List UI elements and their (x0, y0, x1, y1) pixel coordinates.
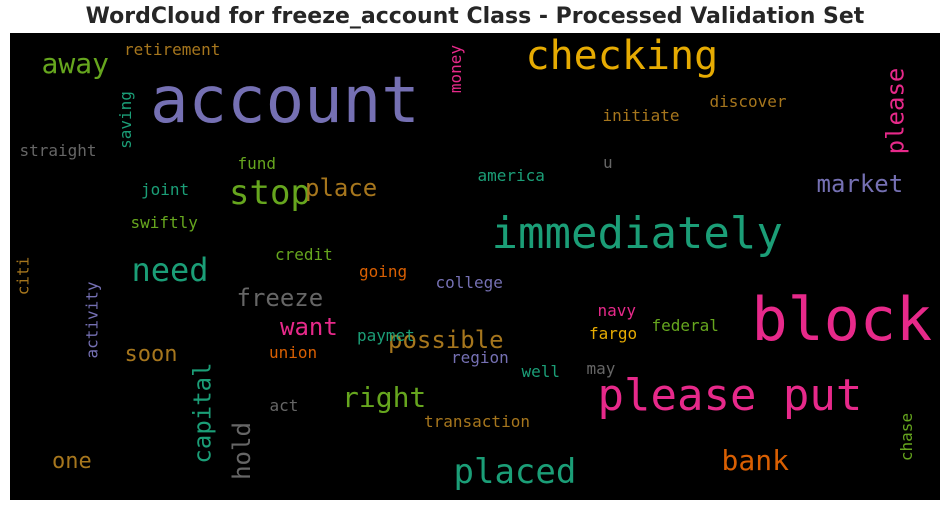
word-one: one (52, 449, 92, 474)
word-immediately: immediately (491, 208, 783, 259)
word-act: act (269, 396, 299, 415)
word-place: place (305, 174, 378, 202)
word-chase: chase (897, 412, 917, 462)
word-u: u (603, 153, 613, 172)
word-please-put: please put (597, 370, 863, 421)
word-block: block (751, 285, 933, 355)
word-placed: placed (453, 452, 577, 492)
word-may: may (586, 359, 616, 378)
word-well: well (521, 362, 561, 381)
word-retirement: retirement (124, 40, 221, 59)
word-paymet: paymet (357, 326, 415, 345)
word-stop: stop (229, 173, 311, 213)
word-america: america (477, 166, 545, 185)
word-college: college (435, 273, 503, 292)
word-union: union (269, 343, 318, 362)
word-hold: hold (227, 422, 256, 480)
chart-title: WordCloud for freeze_account Class - Pro… (85, 4, 865, 29)
word-freeze: freeze (236, 284, 324, 312)
word-joint: joint (141, 180, 190, 199)
word-away: away (41, 47, 109, 80)
word-capital: capital (188, 362, 217, 464)
word-possible: possible (388, 326, 504, 354)
word-need: need (131, 251, 209, 289)
word-soon: soon (124, 342, 178, 367)
word-right: right (342, 381, 427, 414)
word-federal: federal (651, 316, 719, 335)
word-going: going (359, 262, 408, 281)
word-bank: bank (721, 444, 789, 477)
word-credit: credit (275, 245, 333, 264)
word-fund: fund (237, 154, 277, 173)
word-account: account (150, 64, 420, 138)
word-region: region (451, 348, 509, 367)
word-fargo: fargo (589, 324, 638, 343)
word-saving: saving (115, 91, 135, 149)
word-swiftly: swiftly (130, 213, 198, 232)
word-market: market (816, 170, 904, 198)
word-want: want (280, 313, 338, 341)
word-transaction: transaction (424, 412, 530, 431)
word-activity: activity (82, 281, 102, 359)
word-discover: discover (709, 92, 787, 111)
word-money: money (446, 44, 466, 94)
word-please: please (880, 67, 909, 155)
word-checking: checking (525, 33, 719, 79)
word-cloud-canvas: account checking block immediately please pu… (10, 33, 940, 500)
word-initiate: initiate (602, 106, 680, 125)
word-citi: citi (12, 256, 32, 296)
word-navy: navy (597, 301, 637, 320)
word-straight: straight (19, 141, 97, 160)
